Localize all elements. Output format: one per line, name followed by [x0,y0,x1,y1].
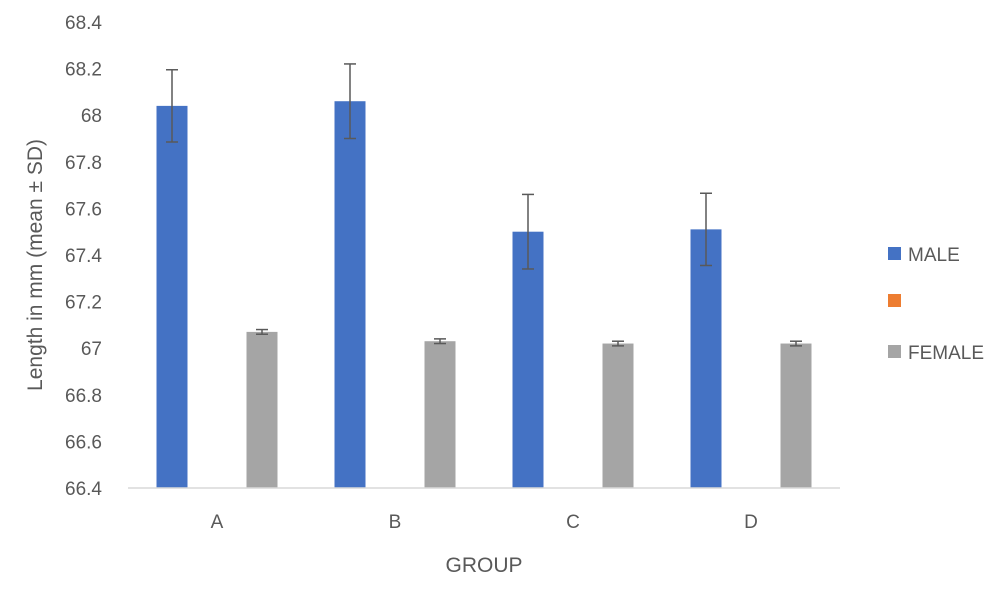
bar-male-a [156,105,188,488]
legend-swatch [888,294,901,307]
y-tick-label: 67.8 [65,153,102,174]
error-bars-group [166,63,802,347]
x-tick-label: C [566,512,580,533]
y-tick-label: 66.8 [65,386,102,407]
error-bar [790,340,802,347]
error-bar [256,328,268,335]
x-tick-label: B [389,512,402,533]
y-tick-label: 67.4 [65,246,102,267]
legend-label: MALE [908,245,960,266]
y-tick-label: 66.4 [65,479,102,500]
error-bar [612,340,624,347]
x-axis-title: GROUP [445,554,522,577]
x-tick-label: D [744,512,758,533]
bar-female-a [246,331,278,488]
legend-swatch [888,247,901,260]
error-bar [166,69,178,143]
y-tick-label: 68.2 [65,60,102,81]
legend: MALE FEMALE [888,245,984,364]
x-axis-ticks: A B C D [211,512,758,533]
error-bar [522,193,534,270]
legend-swatch [888,345,901,358]
error-bar [344,63,356,140]
error-bar [700,192,712,267]
y-tick-label: 67 [81,339,102,360]
y-tick-label: 68 [81,106,102,127]
y-tick-label: 66.6 [65,432,102,453]
legend-item: FEMALE [888,343,984,364]
legend-label: FEMALE [908,343,984,364]
legend-item [888,294,901,307]
x-tick-label: A [211,512,224,533]
y-axis-title: Length in mm (mean ± SD) [24,139,47,391]
y-tick-label: 67.2 [65,293,102,314]
bar-female-b [424,341,456,488]
y-tick-label: 68.4 [65,13,102,34]
bar-male-d [690,229,722,488]
bar-male-c [512,231,544,488]
error-bar [434,338,446,345]
legend-item: MALE [888,245,960,266]
y-tick-label: 67.6 [65,199,102,220]
bar-male-b [334,101,366,488]
bar-female-c [602,343,634,488]
y-axis-ticks: 68.4 68.2 68 67.8 67.6 67.4 67.2 67 66.8 66.6 66.4 [65,13,102,500]
bars-group [156,101,812,488]
bar-female-d [780,343,812,488]
